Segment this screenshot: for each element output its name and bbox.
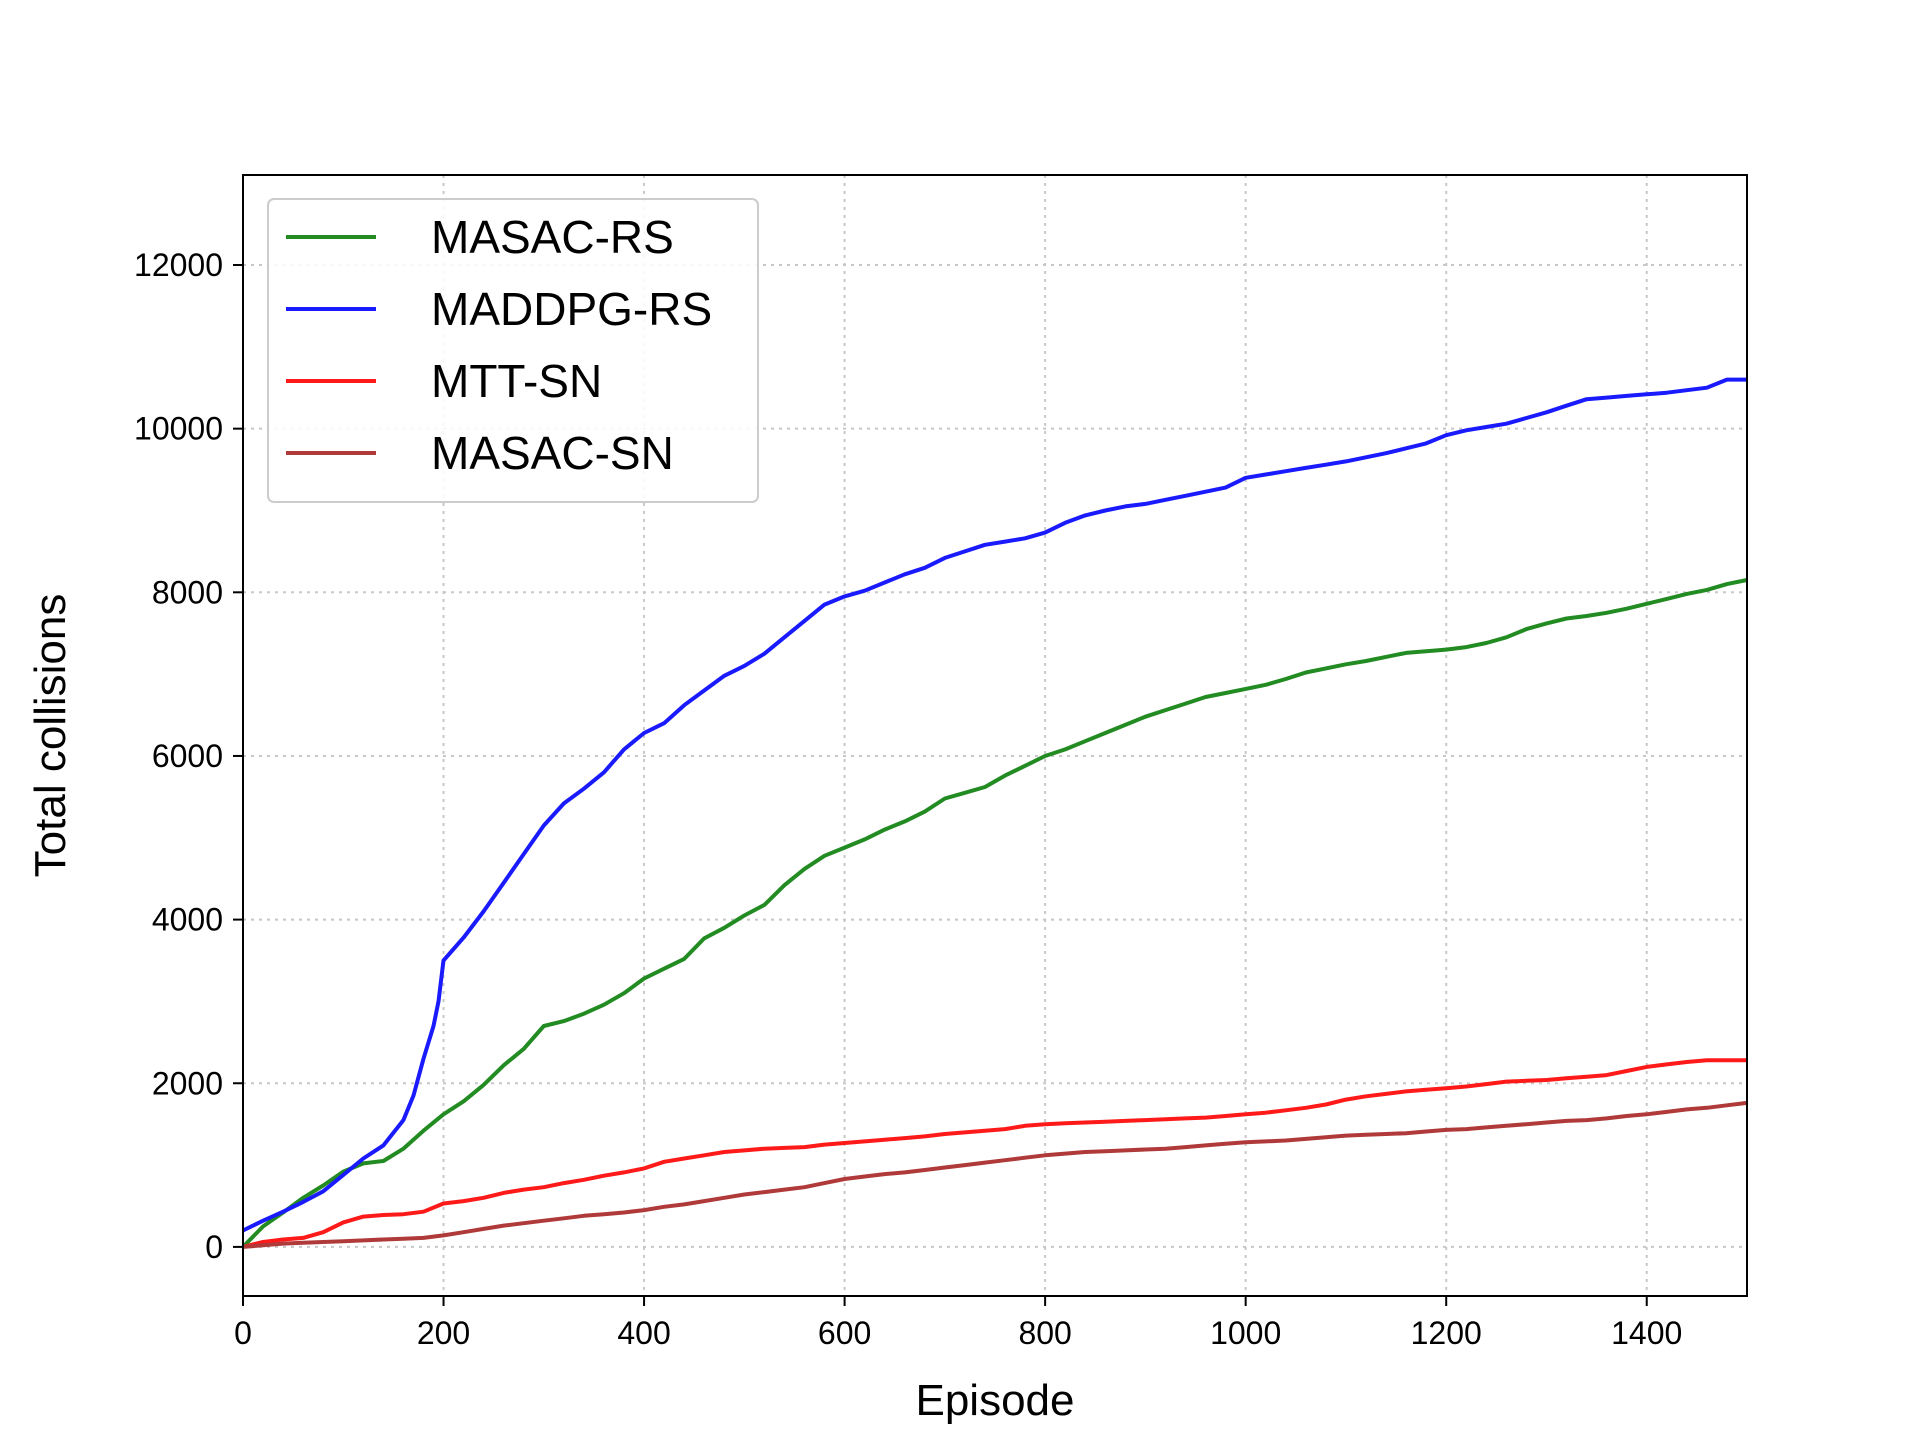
x-tick-label: 200 [417, 1315, 470, 1351]
series-line-1 [241, 578, 1748, 1249]
legend: MASAC-RS MADDPG-RS MTT-SN MASAC-SN [267, 198, 759, 503]
x-tick-label: 1200 [1411, 1315, 1482, 1351]
series-line-4 [242, 1100, 1748, 1249]
legend-label: MASAC-RS [431, 211, 674, 263]
y-axis-label: Total collisions [26, 594, 75, 878]
legend-label: MASAC-SN [431, 427, 674, 479]
x-tick-label: 400 [617, 1315, 670, 1351]
x-tick-label: 0 [234, 1315, 252, 1351]
series-line-2 [242, 377, 1747, 1233]
plot-frame [242, 174, 1748, 1297]
x-tick-label: 600 [818, 1315, 871, 1351]
tick-layer: 0 200 400 600 800 1000 1200 1400 0 2000 4000 6000 80… [134, 247, 1682, 1351]
legend-box [267, 198, 759, 503]
legend-label: MTT-SN [431, 355, 602, 407]
y-tick-label: 2000 [152, 1065, 223, 1101]
series-layer [241, 377, 1748, 1249]
x-tick-label: 1400 [1611, 1315, 1682, 1351]
legend-label: MADDPG-RS [431, 283, 712, 335]
y-tick-label: 4000 [152, 902, 223, 938]
y-tick-label: 0 [205, 1229, 223, 1265]
x-tick-label: 800 [1018, 1315, 1071, 1351]
y-tick-label: 6000 [152, 738, 223, 774]
y-tick-label: 12000 [134, 247, 223, 283]
x-axis-label: Episode [915, 1376, 1074, 1425]
y-tick-label: 10000 [134, 411, 223, 447]
x-tick-label: 1000 [1210, 1315, 1281, 1351]
series-line-3 [242, 1058, 1747, 1249]
y-tick-label: 8000 [152, 574, 223, 610]
